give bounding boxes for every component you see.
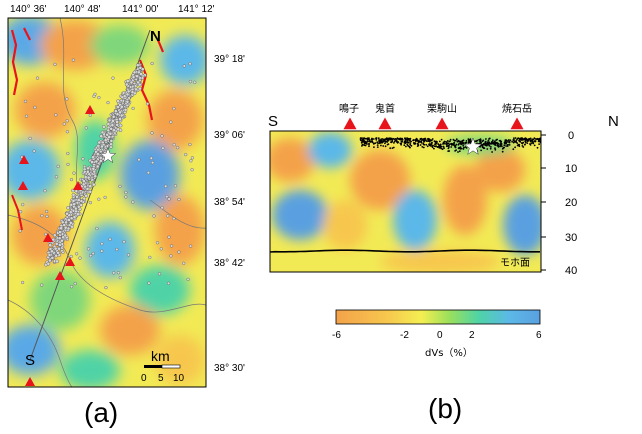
lat-tick: 39° 06' <box>214 130 245 141</box>
depth-tick: 10 <box>565 163 577 175</box>
colorbar-tick: 2 <box>469 330 475 341</box>
lon-tick: 140° 36' <box>10 4 47 15</box>
section-south-label: S <box>268 113 278 130</box>
lat-tick: 38° 30' <box>214 363 245 374</box>
lat-tick: 38° 42' <box>214 258 245 269</box>
volcano-markers <box>18 105 95 386</box>
caption-b: (b) <box>428 393 462 424</box>
scale-tick: 5 <box>158 373 164 384</box>
scale-tick: 10 <box>173 373 185 384</box>
colorbar-gradient <box>335 309 541 325</box>
lon-tick: 141° 12' <box>178 4 215 15</box>
lon-tick: 140° 48' <box>64 4 101 15</box>
lat-tick: 39° 18' <box>214 54 245 65</box>
section-volcano-markers <box>343 117 524 130</box>
section-north-label: N <box>608 113 619 130</box>
map-panel: 140° 36' 140° 48' 141° 00' 141° 12' 39° … <box>7 4 245 428</box>
caption-a: (a) <box>84 397 118 428</box>
lon-tick: 141° 00' <box>122 4 159 15</box>
colorbar-tick: -2 <box>400 330 409 341</box>
profile-south-label: S <box>25 352 35 369</box>
depth-tick: 20 <box>565 197 577 209</box>
volcano-label: 鳴子 <box>339 102 359 115</box>
volcano-label: 鬼首 <box>375 102 395 115</box>
earthquake-cluster <box>18 58 197 290</box>
volcano-label: 栗駒山 <box>427 103 457 115</box>
depth-axis: 0 10 20 30 40 <box>541 130 577 277</box>
map-frame <box>7 17 207 388</box>
depth-tick: 40 <box>565 265 577 277</box>
volcano-label: 焼石岳 <box>502 103 532 115</box>
cross-section-panel: 鳴子 鬼首 栗駒山 焼石岳 S N 0 10 20 30 40 モホ面 -6 -… <box>268 102 619 424</box>
colorbar-label: dVs（%） <box>425 347 473 359</box>
scale-tick: 0 <box>141 373 147 384</box>
section-velocity-field <box>270 132 541 272</box>
colorbar-tick: 0 <box>437 330 443 341</box>
mainshock-star-section <box>463 137 483 155</box>
scale-bar: km 0 5 10 <box>141 348 185 384</box>
moho-line <box>270 249 540 253</box>
colorbar-tick: -6 <box>332 330 341 341</box>
colorbar: -6 -2 0 2 6 dVs（%） <box>332 309 542 359</box>
fault-trace <box>10 29 19 96</box>
depth-tick: 30 <box>565 232 577 244</box>
scale-unit: km <box>151 348 170 364</box>
moho-label: モホ面 <box>500 257 530 269</box>
depth-tick: 0 <box>568 130 574 142</box>
profile-north-label: N <box>150 28 161 45</box>
colorbar-tick: 6 <box>536 330 542 341</box>
velocity-field <box>8 18 206 387</box>
mainshock-star <box>99 147 117 164</box>
lat-tick: 38° 54' <box>214 197 245 208</box>
